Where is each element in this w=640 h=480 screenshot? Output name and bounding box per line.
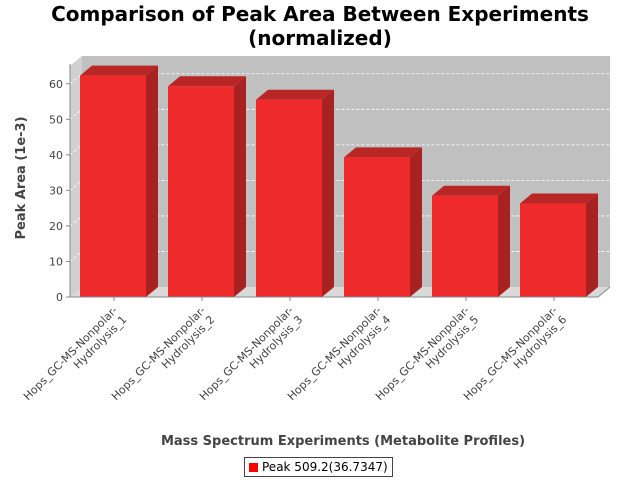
bar-front bbox=[520, 203, 586, 297]
bar-side bbox=[234, 76, 246, 297]
x-axis-depth-line bbox=[597, 286, 611, 298]
bar-front bbox=[168, 86, 234, 297]
chart-subtitle: (normalized) bbox=[248, 26, 392, 50]
bar-top bbox=[168, 76, 246, 87]
x-axis-label: Mass Spectrum Experiments (Metabolite Pr… bbox=[161, 434, 525, 449]
y-axis-label: Peak Area (1e-3) bbox=[14, 116, 29, 239]
bar bbox=[432, 185, 510, 297]
y-tick-labels: 0 10 20 30 40 50 60 bbox=[49, 78, 70, 304]
x-category-labels: Hops_GC-MS-Nonpolar-Hydrolysis_1Hops_GC-… bbox=[21, 304, 569, 403]
gridline bbox=[69, 73, 610, 85]
bar bbox=[168, 76, 246, 297]
bar-side bbox=[586, 193, 598, 297]
chart-title: Comparison of Peak Area Between Experime… bbox=[0, 2, 640, 50]
bar-front bbox=[432, 195, 498, 297]
y-tick-label: 50 bbox=[49, 113, 63, 126]
y-tick-label: 40 bbox=[49, 149, 63, 162]
bar-top bbox=[344, 147, 422, 158]
bar-top bbox=[80, 65, 158, 76]
bar bbox=[80, 65, 158, 297]
legend-swatch bbox=[249, 462, 258, 472]
legend: Peak 509.2(36.7347) bbox=[244, 457, 393, 477]
bar bbox=[256, 89, 334, 297]
bar-side bbox=[322, 89, 334, 297]
y-tick-label: 0 bbox=[56, 291, 63, 304]
plot-left-wall bbox=[70, 56, 82, 297]
chart-title-main: Comparison of Peak Area Between Experime… bbox=[51, 2, 589, 26]
bars bbox=[80, 65, 598, 297]
bar-side bbox=[498, 185, 510, 297]
legend-label: Peak 509.2(36.7347) bbox=[262, 460, 388, 474]
axes bbox=[69, 64, 611, 301]
bar-top bbox=[520, 193, 598, 204]
bar-front bbox=[80, 75, 146, 297]
bar bbox=[344, 147, 422, 297]
bar-top bbox=[256, 89, 334, 100]
y-tick-label: 30 bbox=[49, 184, 63, 197]
bar-front bbox=[344, 157, 410, 297]
bar-top bbox=[432, 185, 510, 196]
bar bbox=[520, 193, 598, 297]
bar-side bbox=[146, 65, 158, 297]
bar-side bbox=[410, 147, 422, 297]
x-category-label-line: Hops_GC-MS-Nonpolar- bbox=[21, 304, 120, 403]
y-tick-label: 60 bbox=[49, 78, 63, 91]
bar-front bbox=[256, 99, 322, 297]
y-tick-label: 10 bbox=[49, 255, 63, 268]
y-tick-label: 20 bbox=[49, 220, 63, 233]
